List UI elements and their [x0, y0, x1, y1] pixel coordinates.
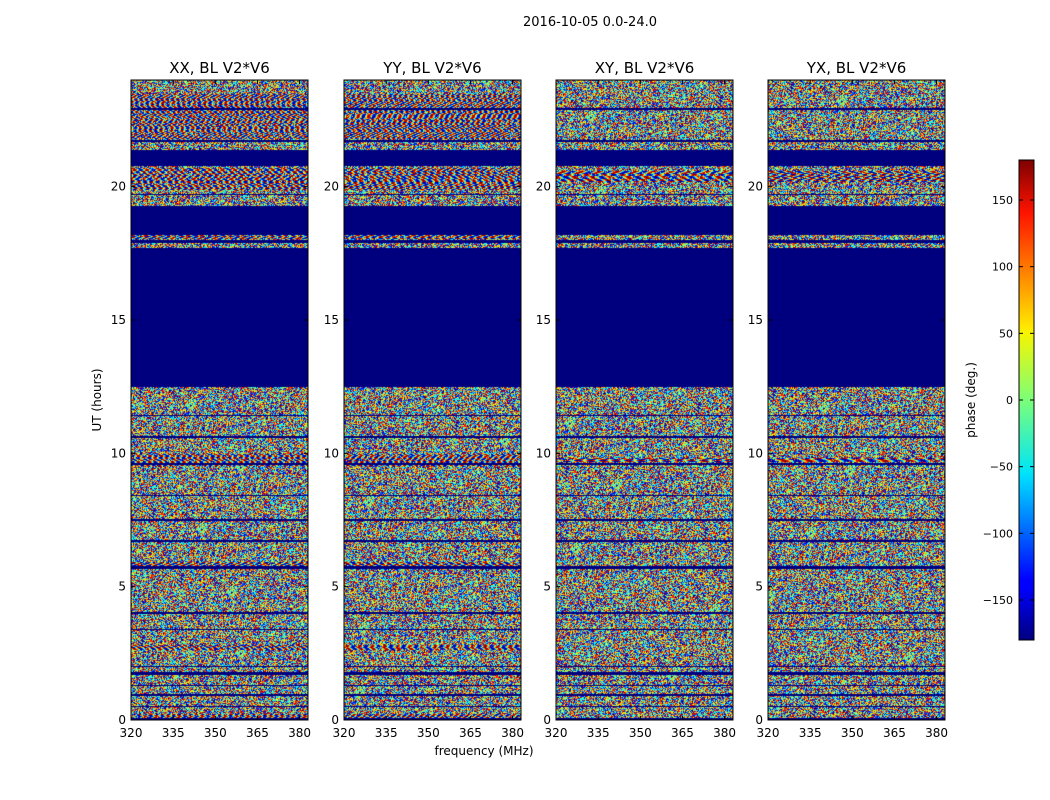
- y-tick-label: 20: [748, 180, 763, 194]
- y-tick-label: 0: [543, 713, 551, 727]
- x-tick-label: 365: [246, 726, 269, 740]
- y-tick-label: 15: [748, 313, 763, 327]
- y-tick-label: 10: [748, 446, 763, 460]
- y-tick-label: 0: [331, 713, 339, 727]
- y-tick-label: 5: [118, 580, 126, 594]
- axes-frame: [767, 79, 946, 721]
- y-tick-label: 0: [755, 713, 763, 727]
- panel-title: YY, BL V2*V6: [382, 59, 481, 77]
- x-tick-label: 350: [204, 726, 227, 740]
- x-tick-label: 335: [162, 726, 185, 740]
- x-tick-label: 350: [417, 726, 440, 740]
- y-tick-label: 20: [111, 180, 126, 194]
- heatmap-image: [768, 80, 945, 720]
- colorbar: 150 100 50 0 −50 −100 −150 phase (deg.): [964, 159, 1035, 641]
- figure-suptitle: 2016-10-05 0.0-24.0: [523, 15, 657, 30]
- y-tick-label: 5: [755, 580, 763, 594]
- colorbar-label: phase (deg.): [964, 362, 978, 438]
- colorbar-tick-label: 150: [992, 194, 1013, 207]
- x-tick-label: 320: [333, 726, 356, 740]
- y-tick-label: 5: [543, 580, 551, 594]
- y-tick-label: 15: [111, 313, 126, 327]
- heatmap-image: [556, 80, 733, 720]
- colorbar-tick-label: 50: [999, 327, 1013, 340]
- axes-frame: [555, 79, 734, 721]
- x-tick-label: 365: [883, 726, 906, 740]
- panel-title: XY, BL V2*V6: [595, 59, 695, 77]
- colorbar-tick-label: −150: [983, 594, 1013, 607]
- heatmap-image: [131, 80, 308, 720]
- x-tick-label: 335: [587, 726, 610, 740]
- panel-title: YX, BL V2*V6: [806, 59, 907, 77]
- colorbar-tick-label: −50: [990, 461, 1013, 474]
- x-axis-label: frequency (MHz): [434, 744, 533, 758]
- panel-yx: YX, BL V2*V6 320 335 350 365 380 0 5 10 15 20: [748, 59, 948, 740]
- colorbar-tick-label: −100: [983, 527, 1013, 540]
- x-tick-label: 335: [799, 726, 822, 740]
- y-tick-label: 20: [324, 180, 339, 194]
- x-tick-label: 350: [841, 726, 864, 740]
- y-tick-label: 15: [324, 313, 339, 327]
- y-tick-label: 10: [536, 446, 551, 460]
- y-tick-label: 20: [536, 180, 551, 194]
- x-tick-label: 320: [757, 726, 780, 740]
- y-tick-label: 10: [111, 446, 126, 460]
- x-tick-label: 350: [629, 726, 652, 740]
- colorbar-tick-label: 0: [1006, 394, 1013, 407]
- y-axis-label: UT (hours): [90, 368, 104, 431]
- x-tick-label: 320: [120, 726, 143, 740]
- x-tick-label: 320: [545, 726, 568, 740]
- x-tick-label: 365: [671, 726, 694, 740]
- panel-xx: XX, BL V2*V6 320 335 350 365 380 0 5 10 15 20: [111, 59, 311, 740]
- x-tick-label: 335: [375, 726, 398, 740]
- y-tick-label: 15: [536, 313, 551, 327]
- x-tick-label: 380: [501, 726, 524, 740]
- x-tick-label: 380: [925, 726, 948, 740]
- x-tick-label: 365: [459, 726, 482, 740]
- colorbar-tick-label: 100: [992, 261, 1013, 274]
- panel-title: XX, BL V2*V6: [169, 59, 270, 77]
- y-tick-label: 5: [331, 580, 339, 594]
- axes-frame: [343, 79, 522, 721]
- colorbar-ticks: 150 100 50 0 −50 −100 −150: [983, 194, 1034, 607]
- x-tick-label: 380: [288, 726, 311, 740]
- heatmap-image: [344, 80, 521, 720]
- panel-yy: YY, BL V2*V6 320 335 350 365 380 0 5 10 15 20: [324, 59, 524, 740]
- axes-frame: [130, 79, 309, 721]
- x-tick-label: 380: [713, 726, 736, 740]
- y-tick-label: 0: [118, 713, 126, 727]
- y-tick-label: 10: [324, 446, 339, 460]
- panel-xy: XY, BL V2*V6 320 335 350 365 380 0 5 10 15 20: [536, 59, 736, 740]
